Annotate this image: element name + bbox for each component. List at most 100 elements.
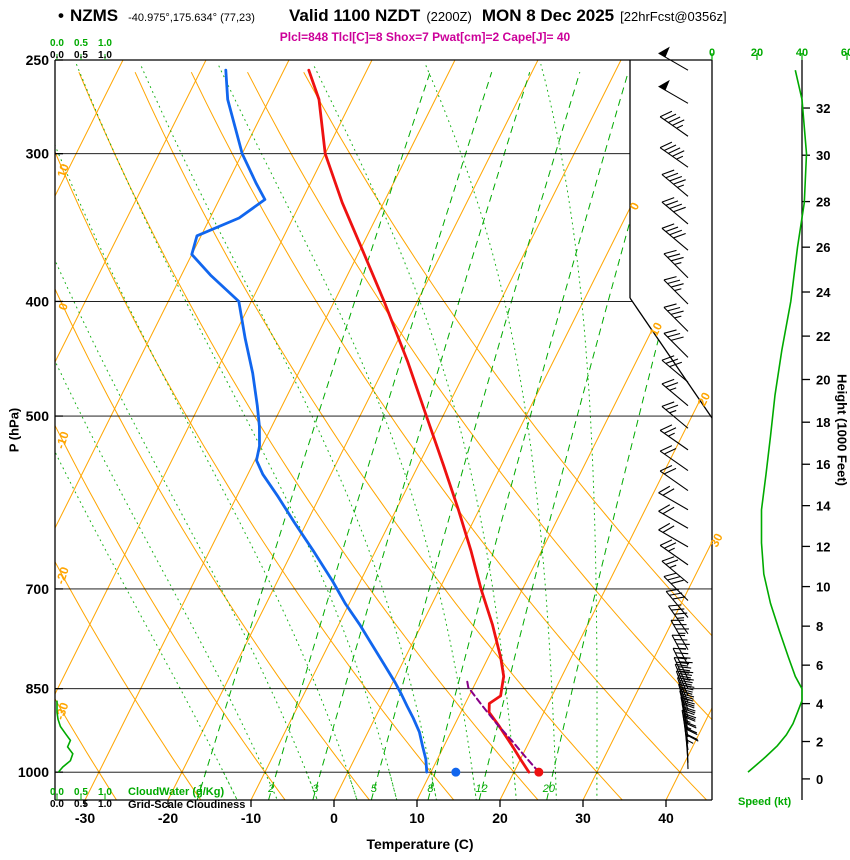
svg-text:1.0: 1.0 xyxy=(98,38,112,49)
wind-barb xyxy=(686,734,699,770)
wind-barb xyxy=(661,556,689,584)
wind-barb xyxy=(658,46,689,71)
station-name: NZMS xyxy=(69,6,119,25)
svg-text:-10: -10 xyxy=(53,429,72,450)
cloud-water-profile xyxy=(56,700,74,773)
wind-barb xyxy=(672,647,693,680)
svg-text:20: 20 xyxy=(751,47,763,59)
svg-text:30: 30 xyxy=(816,148,830,163)
svg-text:20: 20 xyxy=(492,810,508,826)
svg-text:1: 1 xyxy=(197,783,203,795)
svg-text:5: 5 xyxy=(371,783,378,795)
valid-time: Valid 1100 NZDT xyxy=(288,6,421,25)
surface-temperature-dot xyxy=(534,767,544,777)
wind-barb xyxy=(661,169,689,197)
wind-barb xyxy=(671,634,690,666)
svg-text:26: 26 xyxy=(816,240,830,255)
svg-text:500: 500 xyxy=(26,408,50,424)
svg-text:0: 0 xyxy=(56,301,71,312)
svg-text:30: 30 xyxy=(707,531,726,550)
cloudwater-axis-title: CloudWater (g/Kg) xyxy=(128,786,225,798)
svg-text:-10: -10 xyxy=(241,810,261,826)
svg-text:10: 10 xyxy=(54,162,72,179)
pressure-axis-title: P (hPa) xyxy=(6,407,22,453)
svg-text:0: 0 xyxy=(330,810,338,826)
wind-barb xyxy=(659,445,689,472)
background-grid xyxy=(55,60,712,800)
svg-text:24: 24 xyxy=(816,285,831,300)
wind-barb xyxy=(659,465,689,491)
plot-frame xyxy=(54,59,713,801)
svg-text:60: 60 xyxy=(841,47,850,59)
wind-barb xyxy=(661,197,689,225)
stability-indices-line: Plcl=848 Tlcl[C]=8 Shox=7 Pwat[cm]=2 Cap… xyxy=(279,30,571,44)
wind-barb xyxy=(658,504,689,529)
wind-barb xyxy=(663,249,689,279)
svg-text:20: 20 xyxy=(816,373,830,388)
svg-text:40: 40 xyxy=(796,47,808,59)
wind-barb xyxy=(659,110,689,137)
svg-text:1.0: 1.0 xyxy=(98,50,112,61)
svg-text:1.0: 1.0 xyxy=(98,787,112,798)
wind-barb xyxy=(658,79,689,104)
svg-text:20: 20 xyxy=(542,783,556,795)
parcel-path xyxy=(466,680,540,774)
wind-barb xyxy=(663,303,689,332)
svg-text:0.0: 0.0 xyxy=(50,799,64,810)
speed-scale: 0 20 40 60 xyxy=(709,47,850,60)
svg-text:-30: -30 xyxy=(75,810,95,826)
svg-text:700: 700 xyxy=(26,581,50,597)
svg-text:8: 8 xyxy=(427,783,434,795)
svg-text:0.5: 0.5 xyxy=(74,38,88,49)
height-axis-title: Height (1000 Feet) xyxy=(834,374,850,486)
svg-text:850: 850 xyxy=(26,681,50,697)
wind-barb xyxy=(658,485,689,511)
svg-text:1000: 1000 xyxy=(18,764,49,780)
svg-text:4: 4 xyxy=(816,697,824,712)
svg-text:-20: -20 xyxy=(158,810,178,826)
surface-dewpoint-dot xyxy=(451,767,461,777)
cloudiness-axis-title: Grid-Scale Cloudiness xyxy=(128,799,246,811)
valid-utc: (2200Z) xyxy=(426,9,472,24)
wind-barb xyxy=(658,522,689,548)
temperature-axis-title: Temperature (C) xyxy=(366,836,474,852)
svg-text:0.5: 0.5 xyxy=(74,787,88,798)
svg-text:8: 8 xyxy=(816,619,823,634)
svg-text:0: 0 xyxy=(709,47,715,59)
svg-text:6: 6 xyxy=(816,658,823,673)
svg-text:0: 0 xyxy=(816,772,823,787)
svg-text:2: 2 xyxy=(816,735,823,750)
svg-text:0.5: 0.5 xyxy=(74,50,88,61)
svg-text:300: 300 xyxy=(26,146,50,162)
wind-barb-column xyxy=(658,46,699,770)
wind-speed-profile xyxy=(747,70,808,773)
svg-text:0.0: 0.0 xyxy=(50,787,64,798)
wind-barb xyxy=(661,355,689,383)
wind-barb xyxy=(661,223,689,251)
wind-barb xyxy=(661,378,689,407)
svg-text:12: 12 xyxy=(816,539,830,554)
station-marker: • xyxy=(58,6,64,25)
cloud-scales: 0.00.00.00.00.50.50.50.51.01.01.01.0 xyxy=(50,38,112,810)
temperature-curve xyxy=(307,68,531,774)
svg-text:22: 22 xyxy=(816,329,830,344)
svg-text:250: 250 xyxy=(26,52,50,68)
svg-text:2: 2 xyxy=(267,783,274,795)
svg-text:32: 32 xyxy=(816,101,830,116)
forecast-reference: [22hrFcst@0356z] xyxy=(620,9,727,24)
svg-text:400: 400 xyxy=(26,293,50,309)
svg-text:10: 10 xyxy=(647,320,666,339)
svg-text:28: 28 xyxy=(816,195,830,210)
speed-axis-title: Speed (kt) xyxy=(738,796,792,808)
wind-barb xyxy=(663,572,689,601)
svg-text:-20: -20 xyxy=(53,565,72,586)
header-line: • NZMS -40.975°,175.634° (77,23) Valid 1… xyxy=(58,6,830,26)
svg-text:1.0: 1.0 xyxy=(98,799,112,810)
svg-text:12: 12 xyxy=(475,783,487,795)
wind-barb xyxy=(659,424,689,451)
valid-date: MON 8 Dec 2025 xyxy=(481,6,615,25)
svg-text:30: 30 xyxy=(575,810,591,826)
